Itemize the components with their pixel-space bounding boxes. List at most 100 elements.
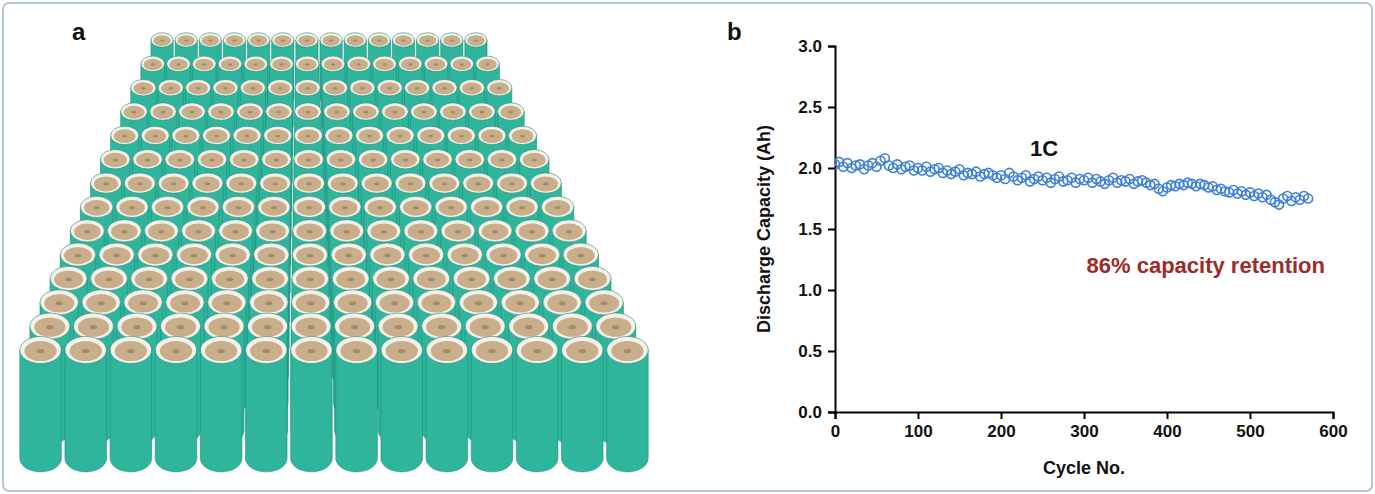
battery-rim	[509, 313, 549, 339]
battery-top	[261, 200, 286, 216]
battery-rim	[292, 243, 328, 266]
battery-top	[134, 82, 154, 94]
battery-rim	[291, 290, 330, 315]
battery-rim	[291, 313, 331, 339]
battery-core	[232, 230, 238, 234]
battery-core	[172, 349, 179, 353]
battery-core	[271, 206, 277, 209]
battery-top	[170, 294, 200, 313]
battery-rim	[506, 196, 539, 217]
battery-core	[208, 39, 212, 41]
battery-top	[182, 106, 203, 119]
battery-core	[176, 63, 180, 65]
battery-rim	[320, 33, 342, 47]
battery-rim	[478, 220, 512, 242]
battery-rim	[256, 220, 290, 242]
battery-core	[84, 230, 90, 234]
battery-rim	[166, 290, 205, 315]
battery-rim	[246, 336, 288, 363]
battery-top	[505, 294, 535, 313]
y-tick-label: 1.5	[798, 220, 822, 239]
battery-rim	[291, 336, 333, 363]
battery-core	[423, 254, 429, 258]
battery-top	[208, 318, 239, 337]
battery-top	[353, 82, 373, 94]
battery-top	[211, 106, 232, 119]
y-tick-mark	[828, 412, 835, 414]
battery-rim	[131, 266, 168, 290]
battery-top	[121, 318, 152, 337]
battery-rim	[455, 150, 485, 169]
battery-top	[250, 341, 282, 361]
battery-top	[453, 59, 471, 70]
battery-top	[222, 223, 249, 239]
battery-core	[448, 206, 454, 209]
battery-rim	[250, 290, 289, 315]
battery-rim	[138, 243, 174, 266]
battery-rim	[199, 33, 221, 47]
battery-core	[388, 277, 395, 281]
x-tick: 100	[904, 412, 932, 441]
battery-core	[209, 158, 214, 161]
battery-cell	[562, 336, 604, 471]
battery-top	[567, 247, 595, 264]
battery-top	[383, 318, 414, 337]
battery-core	[82, 349, 89, 353]
battery-core	[347, 277, 354, 281]
battery-core	[137, 182, 143, 185]
battery-core	[349, 301, 356, 305]
battery-top	[600, 318, 631, 337]
battery-core	[141, 87, 146, 90]
battery-rim	[213, 79, 238, 95]
battery-core	[127, 349, 134, 353]
battery-top	[538, 270, 567, 288]
battery-core	[403, 158, 408, 161]
battery-core	[589, 277, 596, 281]
battery-top	[438, 200, 463, 216]
x-tick-label: 200	[987, 422, 1015, 441]
battery-top	[180, 247, 208, 264]
battery-core	[475, 182, 481, 185]
battery-rim	[215, 243, 251, 266]
battery-top	[128, 176, 152, 191]
battery-core	[106, 277, 113, 281]
battery-rim	[293, 173, 324, 193]
y-tick-mark	[828, 107, 835, 109]
battery-core	[624, 349, 631, 353]
battery-top	[153, 35, 170, 46]
battery-cell	[246, 336, 288, 471]
battery-rim	[240, 79, 265, 95]
battery-top	[155, 200, 180, 216]
battery-core	[492, 230, 498, 234]
battery-rim	[411, 103, 438, 120]
battery-top	[450, 129, 472, 143]
battery-top	[243, 82, 263, 94]
battery-top	[297, 200, 322, 216]
battery-core	[482, 325, 489, 329]
battery-rim	[202, 126, 230, 144]
battery-core	[329, 39, 333, 41]
battery-top	[298, 106, 319, 119]
battery-top	[298, 35, 315, 46]
panel-label: b	[727, 18, 742, 45]
battery-core	[158, 230, 164, 234]
battery-rim	[398, 56, 422, 71]
battery-cell	[381, 336, 423, 471]
battery-rim	[321, 56, 345, 71]
battery-rim	[248, 313, 288, 339]
battery-core	[251, 87, 256, 90]
battery-top	[169, 59, 187, 70]
battery-rim	[294, 150, 324, 169]
battery-rim	[260, 173, 291, 193]
battery-rim	[262, 150, 292, 169]
battery-top	[297, 153, 320, 167]
battery-rim	[60, 243, 96, 266]
battery-core	[236, 206, 242, 209]
battery-rim	[179, 103, 206, 120]
battery-rim	[361, 173, 392, 193]
battery-core	[186, 277, 193, 281]
battery-core	[281, 39, 285, 41]
battery-rim	[395, 173, 426, 193]
battery-top	[332, 200, 357, 216]
battery-top	[272, 59, 290, 70]
